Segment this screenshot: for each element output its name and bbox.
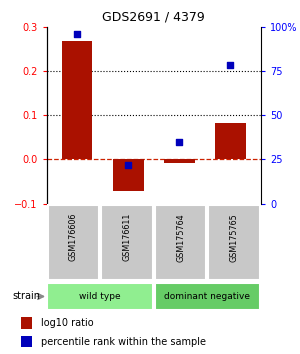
Bar bbox=[48, 205, 99, 280]
Bar bbox=[21, 336, 32, 347]
Bar bbox=[101, 205, 153, 280]
Text: strain: strain bbox=[13, 291, 40, 302]
Bar bbox=[21, 317, 32, 329]
Text: wild type: wild type bbox=[79, 292, 121, 301]
Bar bbox=[62, 41, 92, 159]
Bar bbox=[164, 159, 195, 163]
Point bbox=[228, 63, 233, 68]
Point bbox=[126, 162, 130, 167]
Text: GSM175764: GSM175764 bbox=[176, 213, 185, 262]
Text: dominant negative: dominant negative bbox=[164, 292, 250, 301]
Bar bbox=[215, 123, 246, 159]
Bar bbox=[113, 159, 143, 191]
Title: GDS2691 / 4379: GDS2691 / 4379 bbox=[102, 11, 205, 24]
Point bbox=[75, 31, 80, 36]
Bar bbox=[47, 283, 153, 310]
Bar bbox=[155, 205, 206, 280]
Text: GSM175765: GSM175765 bbox=[230, 213, 239, 262]
Text: percentile rank within the sample: percentile rank within the sample bbox=[41, 337, 206, 347]
Text: GSM176606: GSM176606 bbox=[69, 213, 78, 261]
Point bbox=[177, 139, 182, 144]
Text: GSM176611: GSM176611 bbox=[122, 213, 131, 261]
Text: log10 ratio: log10 ratio bbox=[41, 318, 94, 328]
Bar bbox=[154, 283, 260, 310]
Bar bbox=[208, 205, 260, 280]
